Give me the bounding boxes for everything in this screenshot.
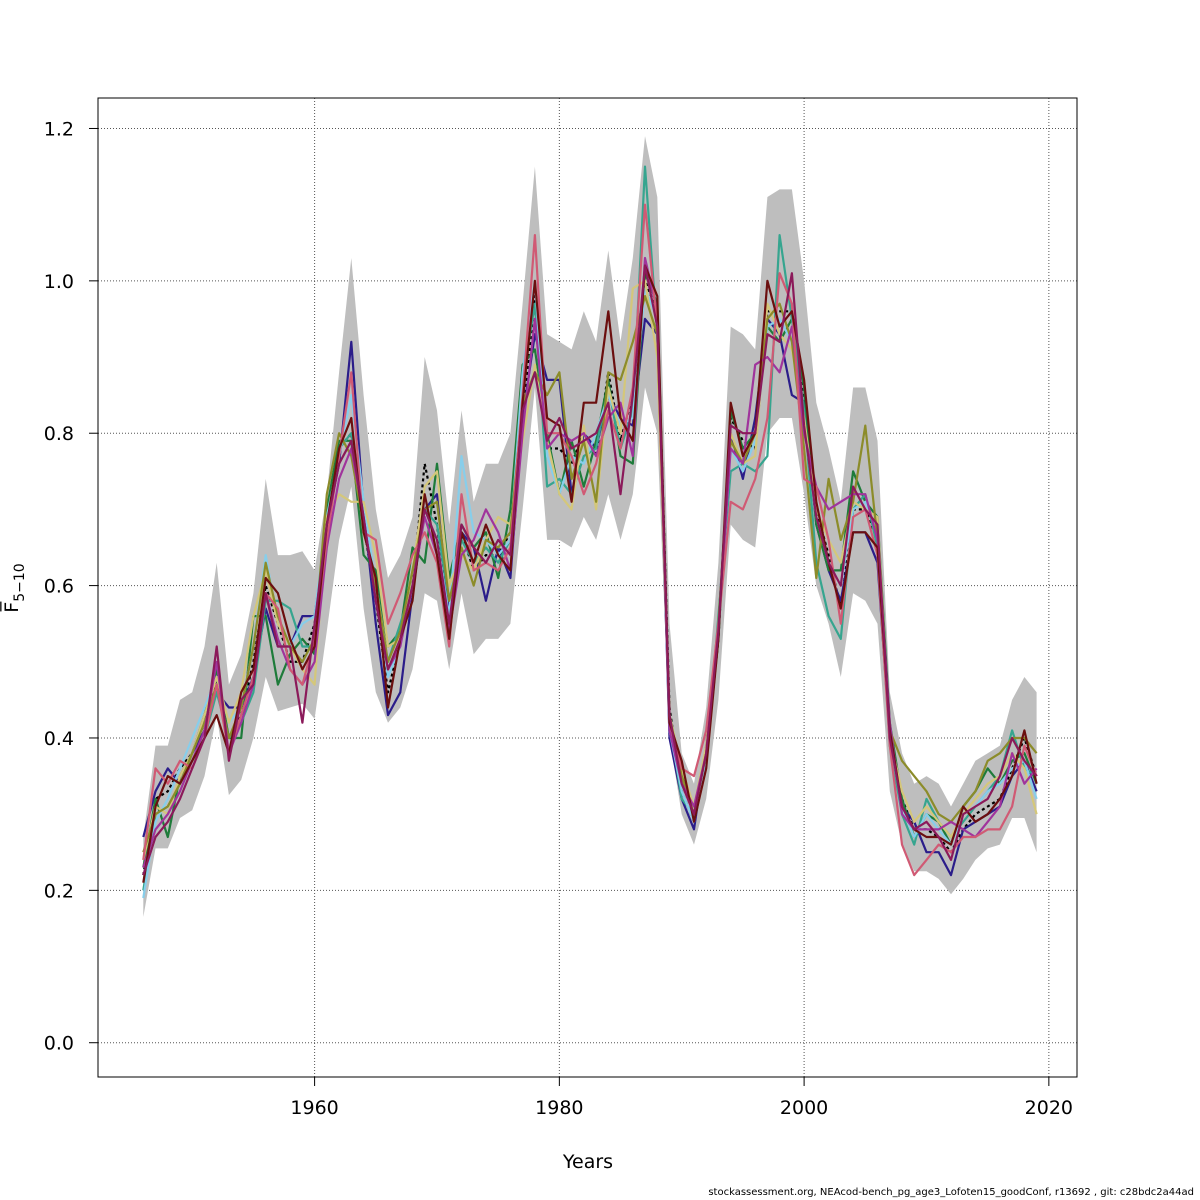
x-axis-title: Years [562,1151,613,1173]
series-line-10 [142,264,1038,876]
series-layer [142,165,1038,899]
x-tick-label-1980: 1980 [535,1097,583,1119]
confidence-band [143,136,1037,918]
x-tick-label-1960: 1960 [290,1097,338,1119]
x-tick-label-2020: 2020 [1025,1097,1073,1119]
y-tick-label-5: 1.0 [44,271,74,293]
y-tick-label-3: 0.6 [44,576,74,598]
grid-layer [98,98,1077,1077]
plot-frame [97,97,1078,1078]
confidence-band-layer [143,136,1037,918]
y-tick-label-2: 0.4 [44,728,74,750]
y-tick-label-0: 0.0 [44,1033,74,1055]
footer-credit: stockassessment.org, NEAcod-bench_pg_age… [708,1187,1194,1198]
axis-layer: 1960 1980 2000 2020 0.0 0.2 0.4 0.6 0.8 1.0 1.2 [44,118,1073,1119]
y-axis-title-subscript: 5−10 [12,563,28,601]
svg-text:F̅5−10: F̅5−10 [0,563,28,612]
y-tick-label-1: 0.2 [44,880,74,902]
y-axis-title-main: F̅ [0,601,23,613]
y-tick-label-6: 1.2 [44,118,74,140]
y-axis-title: F̅5−10 [0,563,28,612]
x-tick-label-2000: 2000 [780,1097,828,1119]
y-tick-label-4: 0.8 [44,423,74,445]
